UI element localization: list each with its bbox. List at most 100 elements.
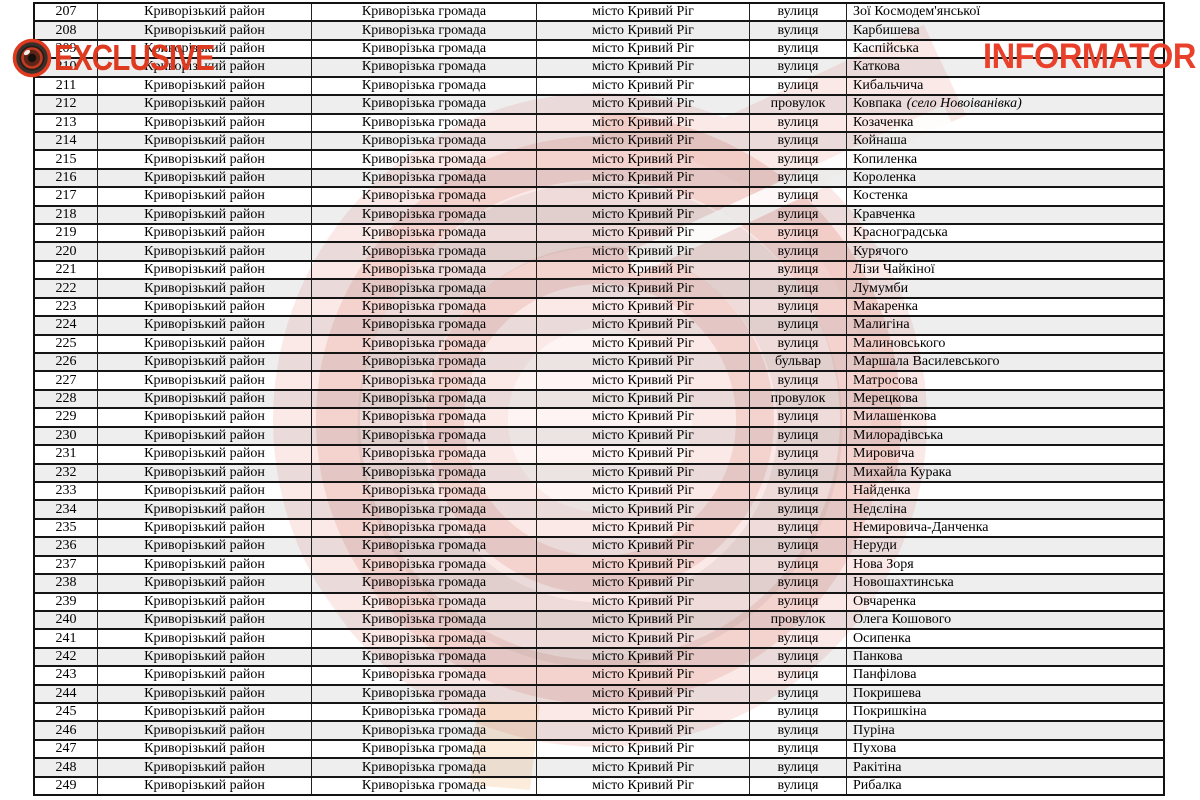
city-cell: місто Кривий Ріг	[537, 298, 750, 316]
hromada-cell: Криворізька громада	[312, 390, 537, 408]
hromada-cell: Криворізька громада	[312, 556, 537, 574]
table-row: 208 Криворізький район Криворізька громада…	[35, 22, 1163, 41]
street-type-cell: вулиця	[750, 59, 847, 76]
city-cell: місто Кривий Ріг	[537, 538, 750, 555]
street-name-cell: Зої Космодем'янської	[847, 4, 1163, 20]
row-number-cell: 213	[35, 114, 98, 131]
hromada-cell: Криворізька громада	[312, 704, 537, 721]
street-name-cell: Овчаренка	[847, 594, 1163, 610]
hromada-cell: Криворізька громада	[312, 740, 537, 758]
row-number-cell: 231	[35, 446, 98, 463]
district-cell: Криворізький район	[98, 335, 312, 353]
row-number-cell: 218	[35, 206, 98, 224]
row-number-cell: 223	[35, 298, 98, 316]
street-name-cell: Покришева	[847, 686, 1163, 702]
hromada-cell: Криворізька громада	[312, 151, 537, 168]
street-name: Матросова	[853, 372, 918, 388]
street-name: Короленка	[853, 170, 916, 185]
city-cell: місто Кривий Ріг	[537, 40, 750, 58]
row-number-cell: 222	[35, 280, 98, 297]
row-number-cell: 209	[35, 40, 98, 58]
district-cell: Криворізький район	[98, 593, 312, 610]
city-cell: місто Кривий Ріг	[537, 482, 750, 500]
street-name-cell: Курячого	[847, 243, 1163, 259]
street-name: Немировича-Данченка	[853, 520, 989, 536]
table-row: 232 Криворізький район Криворізька громада…	[35, 464, 1163, 483]
district-cell: Криворізький район	[98, 538, 312, 555]
row-number-cell: 232	[35, 464, 98, 481]
hromada-cell: Криворізька громада	[312, 169, 537, 187]
table-row: 249 Криворізький район Криворізька громада…	[35, 777, 1163, 795]
street-name-cell: Костенка	[847, 188, 1163, 204]
street-name: Михайла Курака	[853, 464, 952, 480]
row-number-cell: 242	[35, 648, 98, 666]
district-cell: Криворізький район	[98, 704, 312, 721]
table-row: 241 Криворізький район Криворізька громада…	[35, 630, 1163, 649]
street-type-cell: вулиця	[750, 4, 847, 21]
city-cell: місто Кривий Ріг	[537, 354, 750, 371]
city-cell: місто Кривий Ріг	[537, 59, 750, 76]
street-type-cell: вулиця	[750, 225, 847, 242]
row-number-cell: 247	[35, 740, 98, 758]
hromada-cell: Криворізька громада	[312, 114, 537, 131]
city-cell: місто Кривий Ріг	[537, 261, 750, 279]
row-number-cell: 234	[35, 501, 98, 518]
row-number-cell: 238	[35, 575, 98, 592]
street-name-cell: Малигіна	[847, 317, 1163, 333]
district-cell: Криворізький район	[98, 40, 312, 58]
city-cell: місто Кривий Ріг	[537, 630, 750, 647]
street-name: Новошахтинська	[853, 575, 954, 591]
district-cell: Криворізький район	[98, 77, 312, 95]
table-row: 225 Криворізький район Криворізька громада…	[35, 335, 1163, 355]
street-name-cell: Короленка	[847, 170, 1163, 186]
city-cell: місто Кривий Ріг	[537, 132, 750, 150]
street-name-cell: Карбишева	[847, 22, 1163, 38]
street-name: Панфілова	[853, 667, 917, 683]
city-cell: місто Кривий Ріг	[537, 685, 750, 703]
city-cell: місто Кривий Ріг	[537, 777, 750, 795]
city-cell: місто Кривий Ріг	[537, 556, 750, 574]
street-type-cell: вулиця	[750, 114, 847, 131]
table-row: 224 Криворізький район Криворізька громада…	[35, 317, 1163, 336]
street-name: Найденка	[853, 483, 911, 499]
street-type-cell: вулиця	[750, 427, 847, 445]
street-name: Козаченка	[853, 114, 914, 130]
city-cell: місто Кривий Ріг	[537, 759, 750, 776]
table-row: 217 Криворізький район Криворізька громада…	[35, 188, 1163, 207]
district-cell: Криворізький район	[98, 611, 312, 629]
district-cell: Криворізький район	[98, 777, 312, 795]
city-cell: місто Кривий Ріг	[537, 575, 750, 592]
street-type-cell: вулиця	[750, 777, 847, 795]
street-type-cell: вулиця	[750, 188, 847, 205]
street-type-cell: вулиця	[750, 464, 847, 481]
row-number-cell: 217	[35, 188, 98, 205]
street-name-cell: Маршала Василевського	[847, 354, 1163, 370]
hromada-cell: Криворізька громада	[312, 501, 537, 518]
district-cell: Криворізький район	[98, 354, 312, 371]
street-name: Ракітіна	[853, 759, 902, 775]
street-type-cell: вулиця	[750, 151, 847, 168]
street-name-cell: Михайла Курака	[847, 465, 1163, 481]
street-name: Каспійська	[853, 41, 919, 57]
street-type-cell: вулиця	[750, 501, 847, 518]
table-row: 248 Криворізький район Криворізька громада…	[35, 759, 1163, 778]
table-row: 211 Криворізький район Криворізька громада…	[35, 77, 1163, 97]
street-type-cell: вулиця	[750, 280, 847, 297]
street-name-cell: Каспійська	[847, 41, 1163, 57]
street-name-cell: Малиновського	[847, 336, 1163, 352]
street-name-cell: Козаченка	[847, 115, 1163, 131]
hromada-cell: Криворізька громада	[312, 22, 537, 39]
street-name: Недєліна	[853, 501, 907, 517]
street-name-cell: Панфілова	[847, 667, 1163, 683]
hromada-cell: Криворізька громада	[312, 77, 537, 95]
street-type-cell: вулиця	[750, 132, 847, 150]
street-type-cell: вулиця	[750, 77, 847, 95]
table-row: 239 Криворізький район Криворізька громада…	[35, 593, 1163, 612]
street-type-cell: провулок	[750, 96, 847, 113]
hromada-cell: Криворізька громада	[312, 538, 537, 555]
street-name-note: (село Новоіванівка)	[906, 96, 1022, 112]
city-cell: місто Кривий Ріг	[537, 280, 750, 297]
table-row: 220 Криворізький район Криворізька громада…	[35, 243, 1163, 262]
street-name: Кравченка	[853, 206, 916, 222]
hromada-cell: Криворізька громада	[312, 59, 537, 76]
